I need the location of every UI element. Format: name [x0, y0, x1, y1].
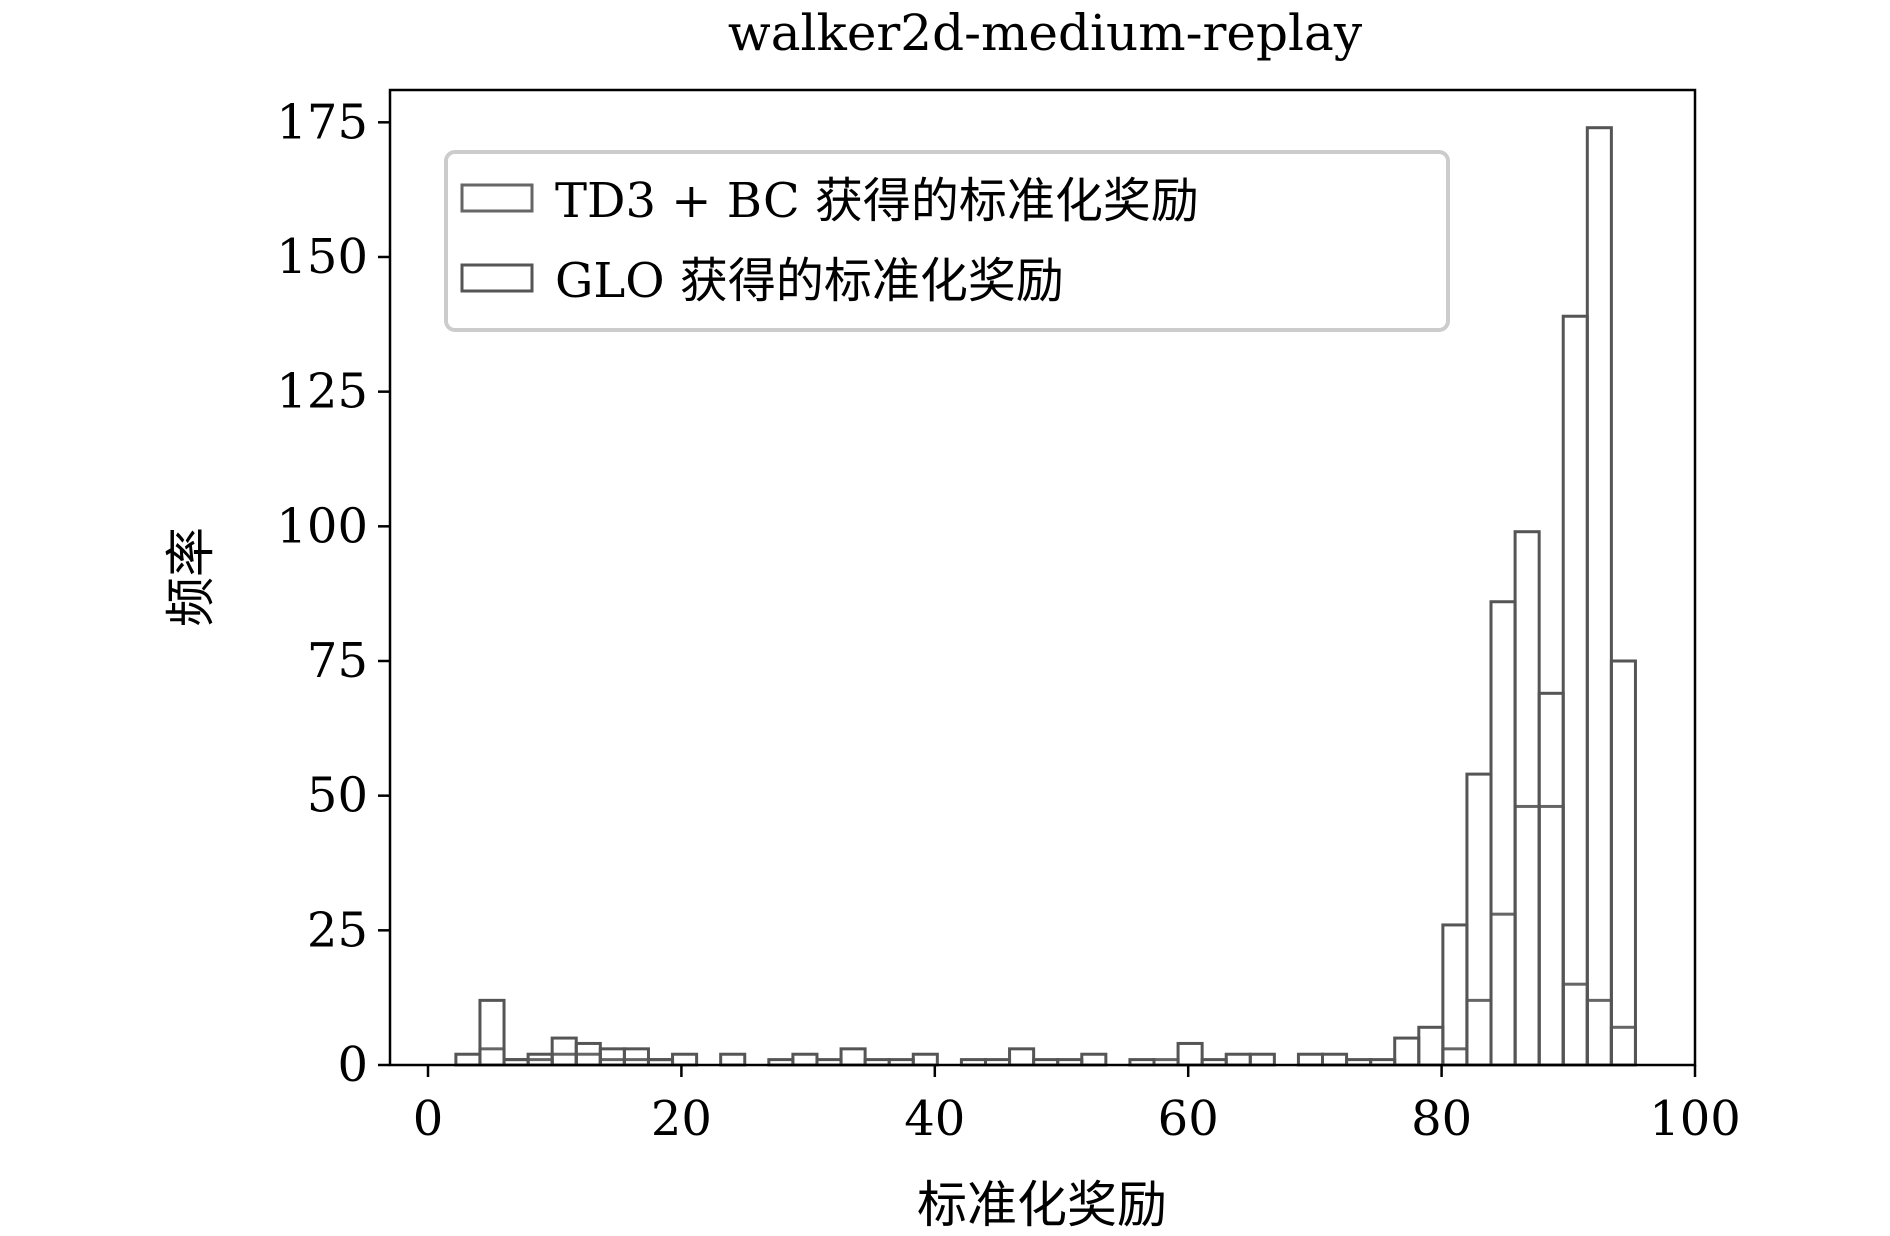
bar-td3bc-46 [1561, 982, 1589, 1067]
bar-glo-48 [1609, 659, 1637, 1067]
bar-glo-42 [1465, 772, 1493, 1067]
legend-frame [444, 150, 1450, 332]
bar-glo-30 [1176, 1041, 1204, 1067]
bar-glo-26 [1080, 1052, 1108, 1067]
bar-glo-39 [1393, 1036, 1421, 1067]
y-axis-label: 频率 [162, 527, 220, 627]
legend-label-td3bc: TD3 + BC 获得的标准化奖励 [555, 173, 1199, 229]
bar-td3bc-43 [1489, 912, 1517, 1067]
legend-swatch-glo [460, 263, 534, 293]
bar-glo-6 [598, 1047, 626, 1067]
legend: TD3 + BC 获得的标准化奖励 GLO 获得的标准化奖励 [444, 150, 1450, 332]
bar-glo-4 [550, 1036, 578, 1067]
y-tick-label-75: 75 [307, 633, 368, 689]
bar-glo-41 [1441, 923, 1469, 1067]
y-tick-label-25: 25 [307, 902, 368, 958]
bar-td3bc-5 [574, 1052, 602, 1067]
bar-glo-46 [1561, 314, 1589, 1067]
bar-glo-45 [1537, 691, 1565, 1067]
x-tick-label-100: 100 [1649, 1091, 1741, 1147]
x-axis-label: 标准化奖励 [917, 1176, 1167, 1234]
bar-td3bc-48 [1609, 1025, 1637, 1067]
x-tick-label-0: 0 [413, 1091, 444, 1147]
bar-td3bc-47 [1585, 998, 1613, 1067]
y-tick-label-175: 175 [276, 94, 368, 150]
x-tick-label-40: 40 [904, 1091, 965, 1147]
legend-label-glo: GLO 获得的标准化奖励 [555, 253, 1064, 309]
y-tick-label-100: 100 [276, 498, 368, 554]
bar-glo-44 [1513, 530, 1541, 1067]
bar-glo-9 [671, 1052, 699, 1067]
legend-swatch-td3bc [460, 183, 534, 213]
bar-glo-33 [1248, 1052, 1276, 1067]
y-tick-label-50: 50 [307, 768, 368, 824]
bar-glo-36 [1321, 1052, 1349, 1067]
bar-td3bc-42 [1465, 998, 1493, 1067]
bar-td3bc-44 [1513, 804, 1541, 1067]
bar-glo-47 [1585, 126, 1613, 1067]
x-tick-label-20: 20 [651, 1091, 712, 1147]
y-tick-label-125: 125 [276, 364, 368, 420]
bar-glo-19 [911, 1052, 939, 1067]
x-tick-label-80: 80 [1411, 1091, 1472, 1147]
y-tick-label-150: 150 [276, 229, 368, 285]
bar-td3bc-1 [478, 1047, 506, 1067]
bar-glo-32 [1224, 1052, 1252, 1067]
bar-glo-40 [1417, 1025, 1445, 1067]
x-tick-label-60: 60 [1158, 1091, 1219, 1147]
chart-title: walker2d-medium-replay [728, 4, 1363, 62]
y-tick-label-0: 0 [337, 1037, 368, 1093]
bar-td3bc-4 [550, 1052, 578, 1067]
bar-glo-0 [454, 1052, 482, 1067]
bar-glo-11 [719, 1052, 747, 1067]
bar-td3bc-45 [1537, 804, 1565, 1067]
bar-glo-1 [478, 998, 506, 1067]
plot-frame [388, 88, 1697, 1067]
bar-glo-43 [1489, 600, 1517, 1067]
bar-glo-16 [839, 1047, 867, 1067]
ticks-layer: 0 20 40 60 80 100 0 25 50 75 100 125 150 175 [276, 94, 1740, 1147]
bar-glo-14 [791, 1052, 819, 1067]
bar-td3bc-41 [1441, 1047, 1469, 1067]
bar-glo-35 [1296, 1052, 1325, 1067]
bar-glo-23 [1008, 1047, 1036, 1067]
bar-glo-7 [622, 1047, 650, 1067]
